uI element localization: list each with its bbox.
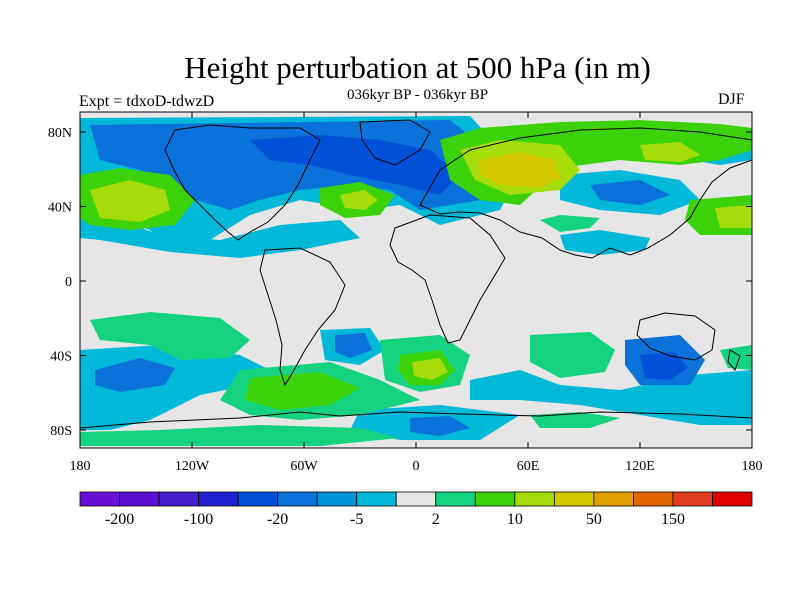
north-america-coastline [164,124,321,241]
coastlines [80,119,752,429]
pacific-tropical-cyan-field [80,215,360,258]
season-label: DJF [718,91,745,108]
colorbar-swatch [474,491,516,507]
siberia-gold-cell [480,152,560,188]
south-atlantic-yellow-cell [412,358,448,380]
colorbar-label: 10 [507,511,523,528]
map-area [80,112,752,448]
indian-ocean-cyan-field [560,230,650,255]
x-tick-label: 120W [175,459,210,474]
colorbar-swatch [79,491,120,507]
australia-coastline [636,312,716,361]
colorbar-swatch [237,491,279,507]
indian-ocean-teal-cell [530,332,615,378]
colorbar-label: 150 [661,511,685,528]
colorbar-swatch [435,491,476,507]
southern-ocean-green-band [245,372,360,410]
y-tick-label: 0 [65,275,72,290]
colorbar-swatch [158,491,199,507]
positive-anomaly-fields [80,120,752,446]
north-atlantic-blue-field [90,120,500,210]
asia-blue-field [590,180,670,205]
colorbar-swatch [712,491,753,507]
colorbar-swatch [119,491,160,507]
y-tick-label: 80S [50,424,72,439]
indian-ocean-south-teal-cell [530,412,620,428]
y-tick-label: 40S [50,350,72,365]
colorbar-swatch [553,491,595,507]
south-pacific-teal-cell [90,312,250,360]
north-atlantic-deep-blue-field [250,135,460,195]
new-zealand-coastline [727,349,741,371]
colorbar-label: 50 [586,511,602,528]
colorbar-label: 2 [432,511,440,528]
atlantic-yellow-cell [340,190,378,210]
west-pacific-yellow-cell [715,205,752,228]
colorbar-label: -100 [184,511,213,528]
eurasia-coastline [419,127,752,259]
colorbar-swatch [593,491,634,507]
southern-blue-cell-west [95,358,175,392]
x-tick-label: 180 [70,459,91,474]
negative-anomaly-fields [80,116,752,440]
east-siberia-yellow-cell [640,142,700,162]
south-atlantic-blue-cell [335,333,372,358]
colorbar-label: -20 [267,511,288,528]
colorbar-swatch [395,491,437,507]
x-tick-label: 0 [413,459,420,474]
colorbar-label: -5 [350,511,363,528]
colorbar: -200 -100 -20 -5 2 10 50 150 [79,491,753,528]
x-tick-label: 180 [742,459,763,474]
siberia-green-cell [540,215,600,232]
x-tick-label: 60E [517,459,540,474]
colorbar-swatch [514,491,555,507]
y-tick-label: 40N [48,201,72,216]
south-america-coastline [259,247,346,387]
africa-coastline [389,214,506,344]
y-tick-label: 80N [48,126,72,141]
colorbar-swatch [633,491,674,507]
colorbar-label: -200 [105,511,134,528]
southeast-cyan-cell [730,390,752,425]
experiment-label: Expt = tdxoD-tdwzD [79,93,215,110]
colorbar-swatch [672,491,713,507]
pacific-yellow-cell [90,180,170,222]
antarctic-blue-cell [410,416,470,436]
x-tick-label: 120E [625,459,655,474]
x-tick-label: 60W [290,459,318,474]
axis-ticks: 80N 40N 0 40S 80S 180 120W 60W 0 60E 120E 180 [48,112,763,474]
indian-ocean-south-deep-blue-cell [640,352,688,380]
antarctica-coastline [80,411,752,429]
plot-title: Height perturbation at 500 hPa (in m) [184,50,651,85]
colorbar-swatch [316,491,358,507]
colorbar-swatch [277,491,318,507]
plot-subtitle: 036kyr BP - 036kyr BP [346,87,489,103]
colorbar-swatch [356,491,397,507]
colorbar-swatch [198,491,239,507]
greenland-coastline [359,119,431,166]
antarctic-teal-strip [80,425,400,446]
east-pacific-south-teal-cell [720,345,752,370]
